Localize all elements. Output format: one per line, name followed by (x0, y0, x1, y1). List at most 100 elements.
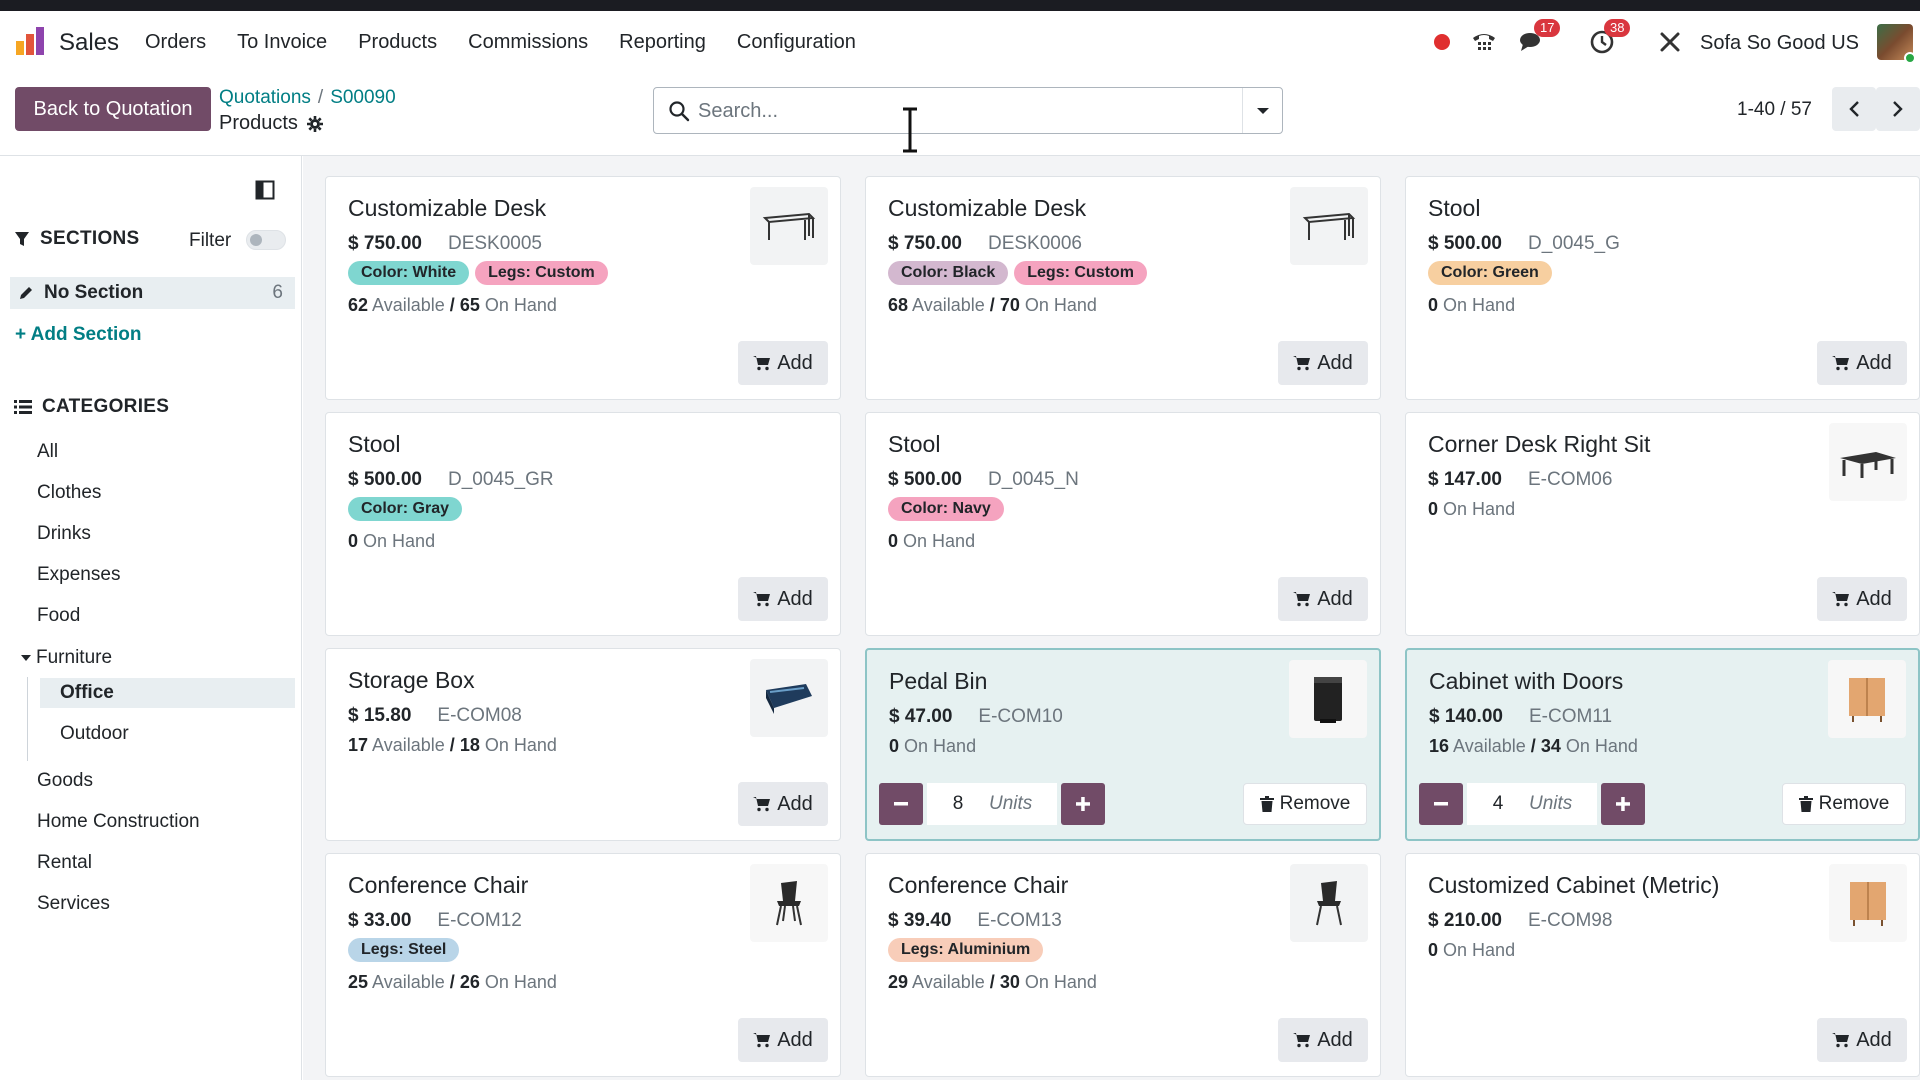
category-all[interactable]: All (37, 441, 59, 462)
add-button[interactable]: Add (1817, 577, 1907, 621)
category-home-construction[interactable]: Home Construction (37, 811, 200, 832)
product-card[interactable]: Stool $ 500.00 D_0045_G Color: Green 0 On… (1405, 176, 1920, 400)
product-card[interactable]: Conference Chair $ 39.40 E-COM13 Legs: Al… (865, 853, 1381, 1077)
search-options-toggle[interactable] (1243, 88, 1283, 133)
breadcrumb-quotations[interactable]: Quotations (219, 87, 311, 108)
remove-button[interactable]: Remove (1782, 783, 1906, 825)
back-to-quotation-button[interactable]: Back to Quotation (15, 87, 211, 131)
add-button[interactable]: Add (1817, 1018, 1907, 1062)
increase-quantity-button[interactable] (1061, 783, 1105, 825)
phone-icon[interactable] (1468, 25, 1500, 59)
product-card[interactable]: Customized Cabinet (Metric) $ 210.00 E-CO… (1405, 853, 1920, 1077)
product-card[interactable]: Conference Chair $ 33.00 E-COM12 Legs: St… (325, 853, 841, 1077)
company-switcher[interactable]: Sofa So Good US (1700, 32, 1859, 54)
product-card[interactable]: Stool $ 500.00 D_0045_GR Color: Gray 0 On… (325, 412, 841, 636)
activities-icon[interactable]: 38 (1584, 19, 1631, 59)
product-name: Customizable Desk (348, 195, 547, 221)
search-input[interactable] (698, 95, 1198, 127)
product-price-row: $ 147.00 E-COM06 (1428, 469, 1613, 490)
section-no-section[interactable]: No Section 6 (10, 277, 295, 309)
product-card[interactable]: Corner Desk Right Sit $ 147.00 E-COM06 0 … (1405, 412, 1920, 636)
product-card[interactable]: Storage Box $ 15.80 E-COM08 17 Available … (325, 648, 841, 841)
product-name: Conference Chair (348, 872, 529, 898)
category-expenses[interactable]: Expenses (37, 564, 121, 585)
add-button[interactable]: Add (738, 782, 828, 826)
tools-icon[interactable] (1654, 25, 1686, 59)
product-tags: Color: Green (1428, 261, 1552, 285)
minus-icon (1434, 802, 1448, 806)
app-name[interactable]: Sales (59, 29, 120, 56)
add-button[interactable]: Add (738, 577, 828, 621)
product-price-row: $ 15.80 E-COM08 (348, 705, 522, 726)
cabinet-icon (1828, 660, 1906, 738)
pager-next[interactable] (1876, 87, 1920, 131)
gear-icon[interactable] (306, 115, 324, 133)
product-price-row: $ 750.00 DESK0005 (348, 233, 542, 254)
category-food[interactable]: Food (37, 605, 81, 626)
chair-icon (1290, 864, 1368, 942)
add-button[interactable]: Add (1278, 577, 1368, 621)
search-icon (669, 101, 690, 122)
category-rental[interactable]: Rental (37, 852, 92, 873)
menu-configuration[interactable]: Configuration (736, 31, 856, 53)
menu-commissions[interactable]: Commissions (468, 31, 589, 53)
category-office[interactable]: Office (60, 682, 114, 703)
activities-badge: 38 (1604, 19, 1631, 37)
product-tag: Legs: Custom (475, 261, 608, 285)
category-services[interactable]: Services (37, 893, 110, 914)
add-button[interactable]: Add (738, 341, 828, 385)
quantity-value[interactable]: 4 (1492, 793, 1504, 814)
category-outdoor[interactable]: Outdoor (60, 723, 129, 744)
increase-quantity-button[interactable] (1601, 783, 1645, 825)
product-name: Customizable Desk (888, 195, 1087, 221)
minus-icon (894, 802, 908, 806)
menu-orders[interactable]: Orders (145, 31, 207, 53)
menu-to-invoice[interactable]: To Invoice (237, 31, 328, 53)
decrease-quantity-button[interactable] (1419, 783, 1463, 825)
pager-previous[interactable] (1832, 87, 1876, 131)
sections-header: SECTIONS (14, 228, 140, 250)
pager-value[interactable]: 1-40 / 57 (1737, 99, 1812, 120)
add-button[interactable]: Add (738, 1018, 828, 1062)
pencil-icon (20, 287, 32, 299)
product-name: Cabinet with Doors (1429, 668, 1624, 694)
product-card[interactable]: Stool $ 500.00 D_0045_N Color: Navy 0 On … (865, 412, 1381, 636)
sales-app-icon[interactable] (14, 25, 46, 57)
decrease-quantity-button[interactable] (879, 783, 923, 825)
product-price-row: $ 500.00 D_0045_G (1428, 233, 1620, 254)
add-button[interactable]: Add (1278, 1018, 1368, 1062)
product-name: Corner Desk Right Sit (1428, 431, 1651, 457)
product-grid: Customizable Desk $ 750.00 DESK0005 Color… (303, 156, 1920, 1080)
quantity-field[interactable]: 4 Units (1467, 783, 1597, 825)
product-card[interactable]: Customizable Desk $ 750.00 DESK0005 Color… (325, 176, 841, 400)
menu-reporting[interactable]: Reporting (619, 31, 706, 53)
plus-icon (1616, 797, 1630, 811)
messages-icon[interactable]: 17 (1514, 19, 1561, 59)
add-button[interactable]: Add (1278, 341, 1368, 385)
search-bar[interactable] (653, 87, 1283, 134)
product-name: Customized Cabinet (Metric) (1428, 872, 1720, 898)
breadcrumb-order[interactable]: S00090 (330, 87, 396, 108)
no-section-label: No Section (44, 282, 144, 303)
product-card[interactable]: Customizable Desk $ 750.00 DESK0006 Color… (865, 176, 1381, 400)
product-price-row: $ 210.00 E-COM98 (1428, 910, 1613, 931)
quantity-value[interactable]: 8 (952, 793, 964, 814)
product-stock: 17 Available / 18 On Hand (348, 735, 557, 755)
filter-toggle[interactable] (246, 230, 286, 250)
record-icon[interactable] (1428, 25, 1456, 59)
sidebar-collapse-icon[interactable] (255, 180, 275, 200)
category-furniture[interactable]: Furniture (20, 647, 112, 669)
product-price-row: $ 500.00 D_0045_N (888, 469, 1079, 490)
quantity-field[interactable]: 8 Units (927, 783, 1057, 825)
add-button[interactable]: Add (1817, 341, 1907, 385)
filter-icon (15, 232, 29, 246)
product-card-selected[interactable]: Cabinet with Doors $ 140.00 E-COM11 16 Av… (1405, 648, 1920, 841)
add-section-link[interactable]: + Add Section (15, 324, 142, 345)
desk-icon (750, 187, 828, 265)
remove-button[interactable]: Remove (1243, 783, 1367, 825)
category-drinks[interactable]: Drinks (37, 523, 91, 544)
category-clothes[interactable]: Clothes (37, 482, 102, 503)
product-card-selected[interactable]: Pedal Bin $ 47.00 E-COM10 0 On Hand 8 Uni… (865, 648, 1381, 841)
menu-products[interactable]: Products (358, 31, 438, 53)
category-goods[interactable]: Goods (37, 770, 93, 791)
